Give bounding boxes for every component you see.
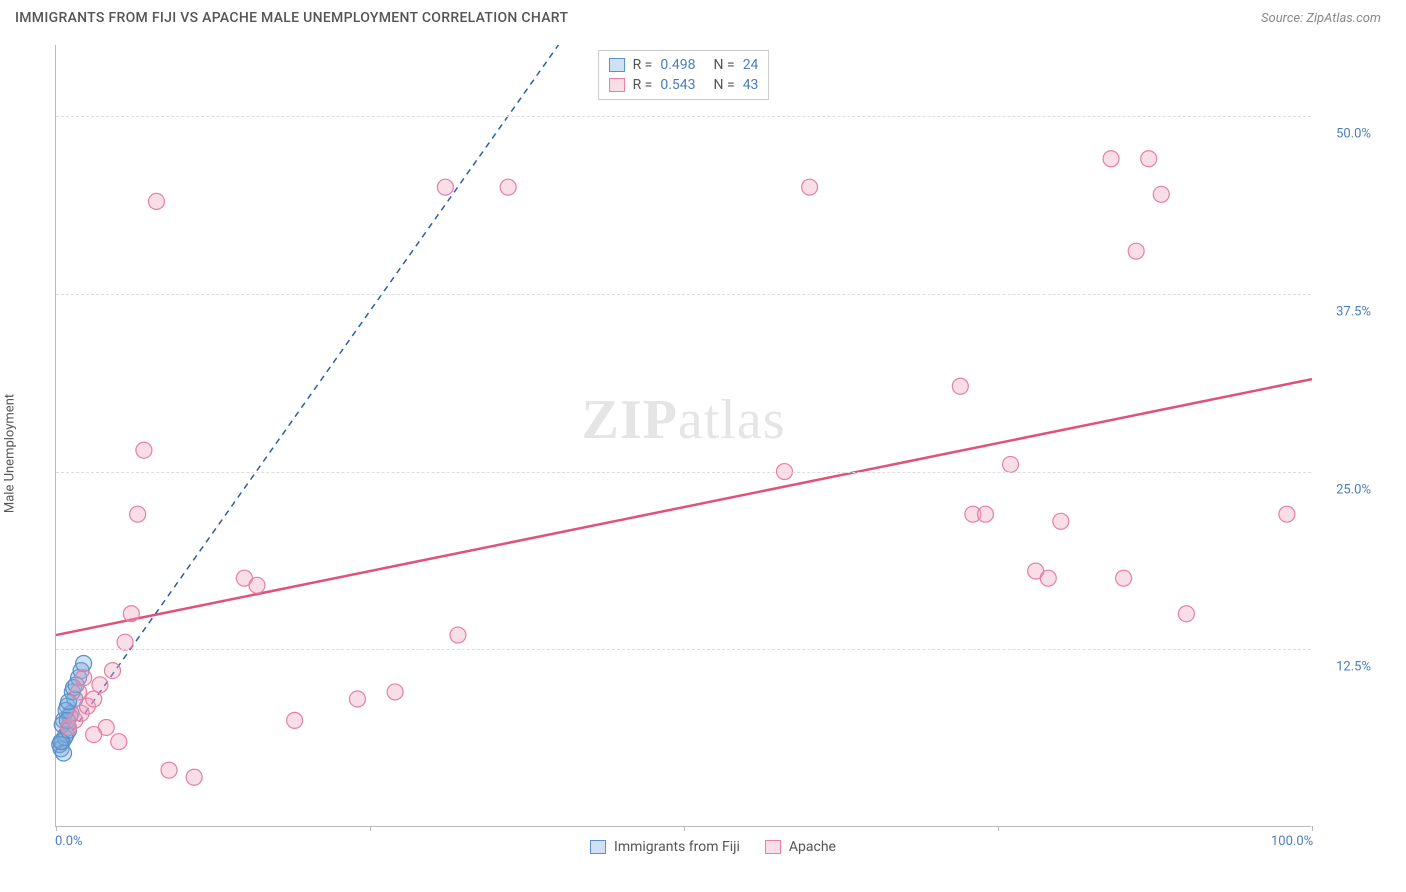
x-tick-mark — [998, 826, 999, 831]
data-point — [53, 734, 69, 750]
data-point — [977, 506, 993, 522]
data-point — [1116, 570, 1132, 586]
legend-series-label: Apache — [789, 839, 836, 855]
y-tick-label: 37.5% — [1336, 304, 1371, 319]
x-tick-mark — [1312, 826, 1313, 831]
data-point — [387, 684, 403, 700]
data-point — [1053, 513, 1069, 529]
data-point — [1141, 151, 1157, 167]
data-point — [287, 712, 303, 728]
data-point — [136, 442, 152, 458]
legend-series: Immigrants from Fiji Apache — [590, 839, 836, 855]
data-point — [1153, 186, 1169, 202]
x-tick-mark — [684, 826, 685, 831]
grid-line — [56, 472, 1311, 473]
chart-title: IMMIGRANTS FROM FIJI VS APACHE MALE UNEM… — [15, 10, 568, 26]
legend-n-value: 43 — [743, 77, 759, 93]
y-tick-label: 25.0% — [1336, 482, 1371, 497]
legend-r-label: R = — [633, 77, 653, 93]
legend-r-value: 0.543 — [660, 77, 695, 93]
data-point — [76, 655, 92, 671]
data-point — [1279, 506, 1295, 522]
data-point — [86, 691, 102, 707]
data-point — [92, 677, 108, 693]
legend-n-value: 24 — [743, 57, 759, 73]
data-point — [437, 179, 453, 195]
data-point — [349, 691, 365, 707]
data-point — [1128, 243, 1144, 259]
data-point — [802, 179, 818, 195]
data-point — [111, 734, 127, 750]
data-point — [105, 663, 121, 679]
legend-row: R = 0.543 N = 43 — [609, 75, 759, 95]
legend-swatch — [765, 840, 781, 854]
legend-correlation-box: R = 0.498 N = 24 R = 0.543 N = 43 — [598, 50, 770, 100]
source-attribution: Source: ZipAtlas.com — [1261, 11, 1381, 26]
data-point — [130, 506, 146, 522]
y-axis-label: Male Unemployment — [3, 394, 18, 513]
grid-line — [56, 116, 1311, 117]
legend-swatch — [609, 58, 625, 72]
x-tick-label: 100.0% — [1271, 834, 1313, 849]
data-point — [1103, 151, 1119, 167]
y-tick-label: 12.5% — [1336, 660, 1371, 675]
data-point — [86, 727, 102, 743]
grid-line — [56, 649, 1311, 650]
y-tick-label: 50.0% — [1336, 127, 1371, 142]
data-point — [1040, 570, 1056, 586]
data-point — [952, 378, 968, 394]
chart-container: ZIPatlas R =0.498N =24R =0.543N =43 12.5… — [45, 45, 1381, 857]
x-tick-mark — [56, 826, 57, 831]
data-point — [117, 634, 133, 650]
plot-area: ZIPatlas R =0.498N =24R =0.543N =43 — [55, 45, 1311, 827]
data-point — [186, 769, 202, 785]
data-point — [148, 193, 164, 209]
trend-line — [60, 45, 559, 749]
x-tick-label: 0.0% — [55, 834, 83, 849]
legend-r-label: R = — [633, 57, 653, 73]
data-point — [500, 179, 516, 195]
data-point — [71, 684, 87, 700]
data-point — [450, 627, 466, 643]
trend-line — [56, 379, 1312, 635]
plot-svg — [56, 45, 1311, 826]
data-point — [249, 577, 265, 593]
x-tick-mark — [370, 826, 371, 831]
data-point — [76, 670, 92, 686]
data-point — [123, 606, 139, 622]
legend-row: R = 0.498 N = 24 — [609, 55, 759, 75]
legend-swatch — [590, 840, 606, 854]
data-point — [161, 762, 177, 778]
legend-series-item: Immigrants from Fiji — [590, 839, 740, 855]
legend-swatch — [609, 78, 625, 92]
legend-series-label: Immigrants from Fiji — [614, 839, 740, 855]
data-point — [1178, 606, 1194, 622]
legend-n-label: N = — [714, 57, 735, 73]
grid-line — [56, 294, 1311, 295]
legend-n-label: N = — [714, 77, 735, 93]
legend-r-value: 0.498 — [660, 57, 695, 73]
legend-series-item: Apache — [765, 839, 836, 855]
data-point — [1003, 456, 1019, 472]
